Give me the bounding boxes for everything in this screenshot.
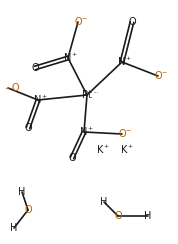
Text: O: O <box>68 153 76 163</box>
Text: O: O <box>74 17 82 27</box>
Text: O: O <box>24 123 32 133</box>
Text: +: + <box>127 143 132 149</box>
Text: −: − <box>125 128 130 132</box>
Text: N: N <box>64 53 72 63</box>
Text: −: − <box>81 16 86 20</box>
Text: +: + <box>71 51 76 57</box>
Text: N: N <box>80 127 88 137</box>
Text: Pt: Pt <box>82 90 92 100</box>
Text: O: O <box>118 129 126 139</box>
Text: H: H <box>100 197 108 207</box>
Text: H: H <box>144 211 152 221</box>
Text: O: O <box>154 71 162 81</box>
Text: O: O <box>31 63 39 73</box>
Text: H: H <box>10 223 18 233</box>
Text: −: − <box>5 85 10 91</box>
Text: O: O <box>128 17 136 27</box>
Text: K: K <box>121 145 127 155</box>
Text: N: N <box>34 95 42 105</box>
Text: H: H <box>18 187 26 197</box>
Text: N: N <box>118 57 126 67</box>
Text: +: + <box>87 125 92 131</box>
Text: +: + <box>103 143 108 149</box>
Text: O: O <box>12 83 20 93</box>
Text: +: + <box>125 55 130 61</box>
Text: −: − <box>161 70 166 74</box>
Text: O: O <box>24 205 32 215</box>
Text: ···: ··· <box>93 91 98 95</box>
Text: +: + <box>41 93 46 99</box>
Text: O: O <box>114 211 122 221</box>
Text: K: K <box>97 145 103 155</box>
